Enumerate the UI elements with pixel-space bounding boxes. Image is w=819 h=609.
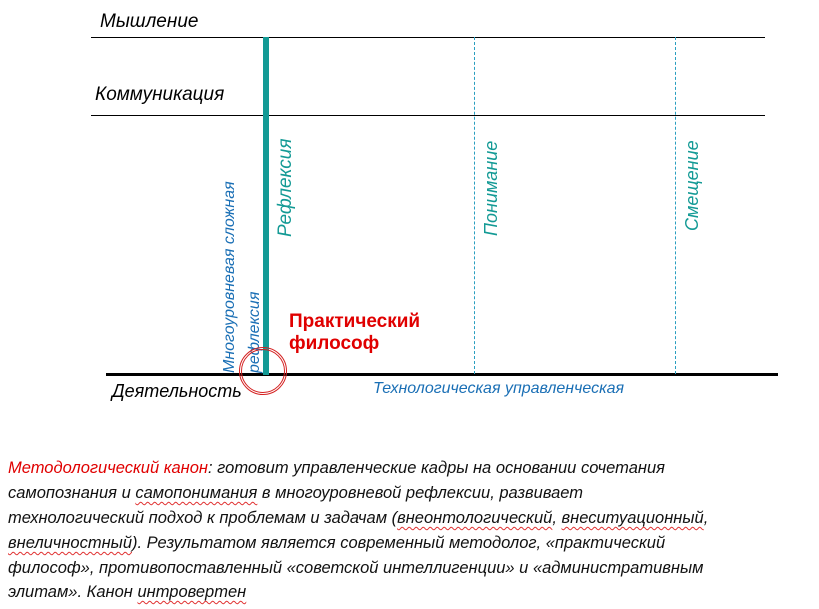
level-thinking-label: Мышление <box>100 11 199 32</box>
reflexion-axis <box>263 37 269 375</box>
caption-text-misspelled: внеситуационный <box>561 509 704 527</box>
caption-line-2: самопознания и самопонимания в многоуров… <box>8 484 583 503</box>
caption-text: технологический подход к проблемам и зад… <box>8 509 398 527</box>
reflexion-label: Рефлексия <box>275 138 296 237</box>
shift-axis <box>675 37 676 374</box>
caption-text: : готовит управленческие кадры на основа… <box>208 459 665 477</box>
caption-line-1: Методологический канон: готовит управлен… <box>8 459 665 478</box>
caption-text: философ», противопоставленный «советской… <box>8 559 704 577</box>
highlight-circle <box>239 347 287 395</box>
technological-managerial-label: Технологическая управленческая <box>373 380 625 397</box>
caption-line-3: технологический подход к проблемам и зад… <box>8 509 708 528</box>
level-activity-label: Деятельность <box>112 381 242 401</box>
practical-philosopher-line1: Практический <box>289 311 421 332</box>
caption-line-6: элитам». Канон интровертен <box>8 583 246 602</box>
activity-level-line <box>106 373 778 376</box>
caption-line-5: философ», противопоставленный «советской… <box>8 559 703 578</box>
caption-text-misspelled: внеличностный <box>8 534 132 552</box>
caption-text: , <box>703 509 709 527</box>
caption-text: элитам». Канон <box>8 583 138 601</box>
multilevel-reflexion-label-1: Многоуровневая сложная <box>221 181 238 373</box>
caption-line-4: внеличностный). Результатом является сов… <box>8 534 665 553</box>
practical-philosopher-label: Практический философ <box>289 311 420 355</box>
caption-text-misspelled: самопонимания <box>135 484 258 502</box>
caption-term: Методологический канон <box>8 459 209 477</box>
shift-label: Смещение <box>682 140 702 231</box>
caption-text-misspelled: интровертен <box>137 583 247 601</box>
communication-level-line <box>91 115 765 116</box>
caption-text-misspelled: внеонтологический <box>397 509 553 527</box>
practical-philosopher-line2: философ <box>289 333 380 354</box>
thinking-level-line <box>91 37 765 38</box>
caption-text: в многоуровневой рефлексии, развивает <box>257 484 583 502</box>
understanding-label: Понимание <box>481 140 501 236</box>
caption-text: , <box>552 509 562 527</box>
understanding-axis <box>474 37 475 374</box>
caption-text: ). Результатом является современный мето… <box>132 534 666 552</box>
caption-text: самопознания и <box>8 484 136 502</box>
level-communication-label: Коммуникация <box>95 84 225 105</box>
